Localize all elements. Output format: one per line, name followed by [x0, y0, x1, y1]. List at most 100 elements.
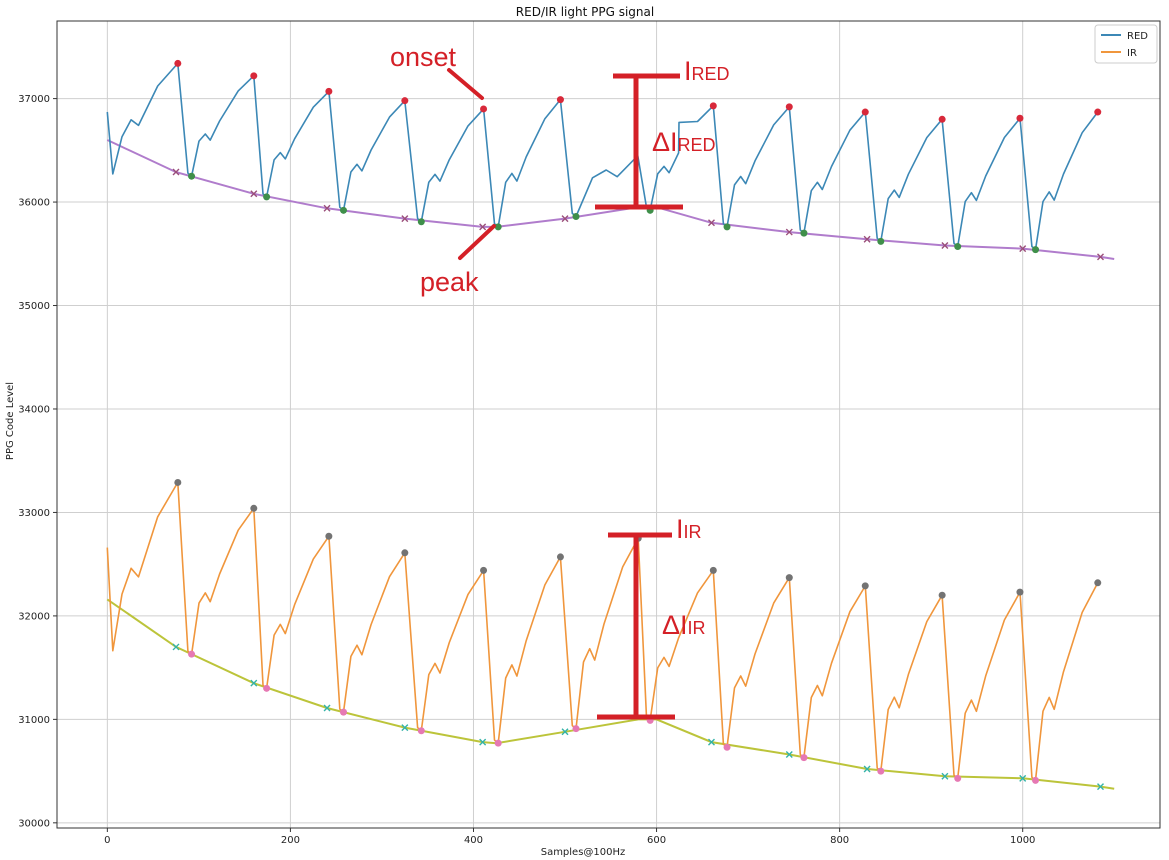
ir-peak-marker: [480, 566, 488, 574]
red-peak-marker: [709, 102, 717, 110]
ir-baseline-x-marker: [863, 765, 871, 773]
red-peak-marker: [325, 87, 333, 95]
delta-i-red-main: ΔI: [652, 127, 678, 157]
delta-i-ir-main: ΔI: [662, 610, 688, 640]
y-axis-label: PPG Code Level: [5, 382, 16, 460]
red-peak-marker: [174, 59, 182, 67]
ir-onset-marker: [263, 684, 271, 692]
i-ir-sub: IR: [684, 522, 702, 542]
red-onset-marker: [877, 237, 885, 245]
onset-pointer: [447, 68, 484, 100]
x-tick-label: 600: [647, 835, 666, 846]
red-peak-marker: [1094, 108, 1102, 116]
y-tick-label: 35000: [18, 301, 50, 312]
legend-ir-label: IR: [1127, 48, 1137, 59]
ir-onset-marker: [800, 754, 808, 762]
ir-baseline-x-marker: [707, 738, 715, 746]
x-tick-label: 0: [104, 835, 110, 846]
red-onset-marker: [1032, 246, 1040, 254]
red-baseline-x-marker: [479, 223, 487, 231]
red-series-line: [106, 62, 1099, 251]
red-baseline-x-marker: [863, 235, 871, 243]
ir-onset-marker: [340, 708, 348, 716]
red-peak-marker: [938, 115, 946, 123]
ir-peak-marker: [1016, 588, 1024, 596]
red-baseline-x-marker: [401, 215, 409, 223]
i-red-label: IRED: [684, 56, 730, 86]
red-onset-marker: [572, 213, 580, 221]
y-tick-label: 30000: [18, 818, 50, 829]
red-peak-marker: [556, 96, 564, 104]
ir-baseline-x-marker: [941, 772, 949, 780]
ir-peak-marker: [250, 504, 258, 512]
legend: RED IR: [1094, 24, 1158, 64]
i-ir-main: I: [676, 514, 684, 544]
ir-baseline-x-marker: [1097, 783, 1104, 791]
x-tick-label: 400: [464, 835, 483, 846]
chart-title: RED/IR light PPG signal: [516, 5, 654, 19]
y-tick-label: 33000: [18, 508, 50, 519]
x-axis-ticks: 0 200 400 600 800 1000: [104, 828, 1035, 846]
red-onset-marker: [417, 218, 425, 226]
ir-peak-marker: [325, 532, 333, 540]
red-baseline-x-marker: [1019, 245, 1027, 253]
red-onset-marker: [188, 172, 196, 180]
ir-peak-marker: [709, 566, 717, 574]
y-tick-label: 36000: [18, 198, 50, 209]
y-tick-label: 37000: [18, 94, 50, 105]
delta-i-red-sub: RED: [678, 135, 716, 155]
red-baseline-x-marker: [785, 228, 793, 236]
annotations: onset peak IRED ΔIRED IIR ΔIIR: [390, 42, 730, 720]
red-onset-marker: [723, 223, 731, 231]
ir-onset-marker: [877, 767, 885, 775]
red-peak-marker: [250, 72, 258, 80]
ir-peak-marker: [174, 478, 182, 486]
ir-onset-marker: [417, 727, 425, 735]
red-baseline-x-marker: [561, 215, 569, 223]
i-ir-label: IIR: [676, 514, 702, 544]
ir-peak-marker: [938, 591, 946, 599]
peak-label: peak: [420, 267, 479, 297]
red-peak-marker: [861, 108, 869, 116]
red-onset-marker: [340, 206, 348, 214]
ir-baseline-x-marker: [561, 728, 569, 736]
ir-peak-marker: [401, 549, 409, 557]
y-tick-label: 31000: [18, 715, 50, 726]
red-baseline-x-marker: [250, 190, 258, 198]
ir-peak-marker: [861, 582, 869, 590]
red-peak-marker: [1016, 114, 1024, 122]
ir-onset-marker: [954, 774, 962, 782]
red-peak-marker: [401, 97, 409, 105]
delta-i-ir-label: ΔIIR: [662, 610, 706, 640]
y-tick-label: 32000: [18, 611, 50, 622]
legend-red-label: RED: [1127, 31, 1148, 42]
onset-label: onset: [390, 42, 457, 72]
y-axis-ticks: 30000 31000 32000 33000 34000 35000 36000 37000: [18, 94, 57, 829]
delta-i-ir-sub: IR: [688, 618, 706, 638]
peak-pointer: [458, 224, 496, 260]
ir-onset-marker: [188, 650, 196, 658]
x-tick-label: 1000: [1010, 835, 1035, 846]
red-peak-marker: [480, 105, 488, 113]
red-onset-marker: [494, 223, 502, 231]
ir-onset-marker: [494, 739, 502, 747]
ir-onset-marker: [572, 725, 580, 733]
x-axis-label: Samples@100Hz: [541, 847, 626, 858]
ir-onset-marker: [1032, 776, 1040, 784]
red-onset-marker: [954, 243, 962, 251]
i-red-main: I: [684, 56, 692, 86]
red-baseline-x-marker: [1097, 253, 1104, 261]
red-baseline-x-marker: [323, 204, 331, 212]
marker-layer: [172, 59, 1104, 791]
plot-frame: [56, 20, 1161, 829]
ir-baseline-x-marker: [250, 679, 258, 687]
ir-baseline-x-marker: [1019, 774, 1027, 782]
ir-series-line: [106, 481, 1099, 782]
i-red-sub: RED: [692, 64, 730, 84]
red-baseline-x-marker: [172, 168, 180, 176]
x-tick-label: 800: [830, 835, 849, 846]
y-tick-label: 34000: [18, 404, 50, 415]
ir-baseline-x-marker: [479, 738, 487, 746]
